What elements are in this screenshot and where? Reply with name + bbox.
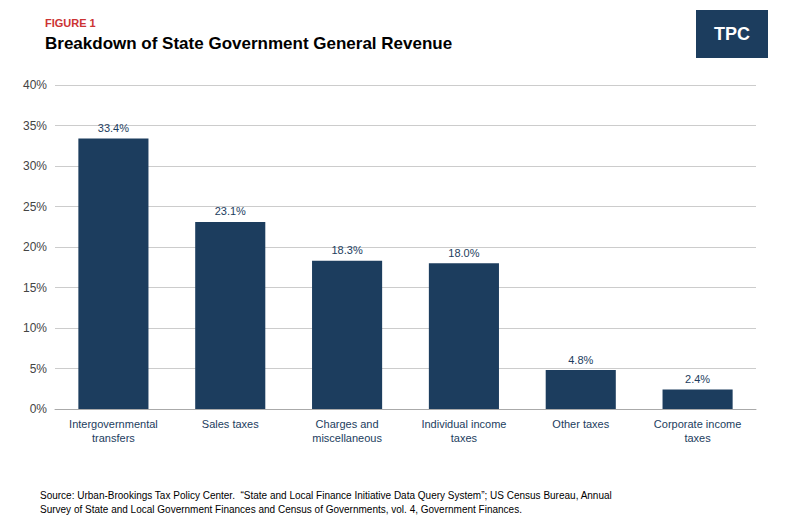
svg-text:23.1%: 23.1% bbox=[215, 205, 246, 217]
svg-text:Sales taxes: Sales taxes bbox=[202, 418, 259, 430]
svg-text:30%: 30% bbox=[23, 159, 47, 173]
svg-text:Intergovernmental: Intergovernmental bbox=[69, 418, 158, 430]
svg-text:15%: 15% bbox=[23, 281, 47, 295]
svg-text:Other taxes: Other taxes bbox=[552, 418, 609, 430]
svg-text:Charges and: Charges and bbox=[316, 418, 379, 430]
svg-text:2.4%: 2.4% bbox=[685, 373, 710, 385]
svg-text:5%: 5% bbox=[30, 362, 48, 376]
svg-text:miscellaneous: miscellaneous bbox=[312, 432, 382, 444]
svg-text:taxes: taxes bbox=[451, 432, 478, 444]
svg-text:Survey of State and Local Gove: Survey of State and Local Government Fin… bbox=[40, 504, 522, 515]
svg-text:Source: Urban-Brookings Tax Po: Source: Urban-Brookings Tax Policy Cente… bbox=[40, 490, 612, 501]
svg-text:25%: 25% bbox=[23, 200, 47, 214]
svg-text:18.0%: 18.0% bbox=[448, 247, 479, 259]
svg-text:40%: 40% bbox=[23, 78, 47, 92]
svg-text:transfers: transfers bbox=[92, 432, 135, 444]
svg-text:0%: 0% bbox=[30, 402, 48, 416]
svg-text:20%: 20% bbox=[23, 240, 47, 254]
svg-text:35%: 35% bbox=[23, 119, 47, 133]
svg-text:33.4%: 33.4% bbox=[98, 122, 129, 134]
svg-text:18.3%: 18.3% bbox=[331, 244, 362, 256]
svg-text:FIGURE 1: FIGURE 1 bbox=[45, 17, 96, 29]
svg-text:Corporate income: Corporate income bbox=[654, 418, 741, 430]
svg-text:Individual income: Individual income bbox=[421, 418, 506, 430]
svg-text:Breakdown of State Government: Breakdown of State Government General Re… bbox=[45, 34, 452, 53]
svg-text:4.8%: 4.8% bbox=[568, 354, 593, 366]
svg-text:taxes: taxes bbox=[684, 432, 711, 444]
svg-text:TPC: TPC bbox=[714, 24, 750, 44]
svg-text:10%: 10% bbox=[23, 321, 47, 335]
